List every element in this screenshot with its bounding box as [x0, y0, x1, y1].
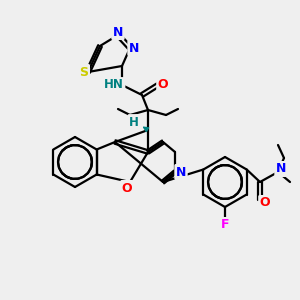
Text: F: F	[221, 218, 229, 232]
Text: N: N	[276, 163, 286, 176]
Text: O: O	[158, 79, 168, 92]
Text: H: H	[129, 116, 139, 128]
Text: HN: HN	[104, 79, 124, 92]
Text: N: N	[176, 166, 186, 178]
Text: O: O	[122, 182, 132, 194]
Text: N: N	[129, 41, 139, 55]
Text: S: S	[80, 65, 88, 79]
Text: O: O	[260, 196, 270, 209]
Text: N: N	[113, 26, 123, 38]
